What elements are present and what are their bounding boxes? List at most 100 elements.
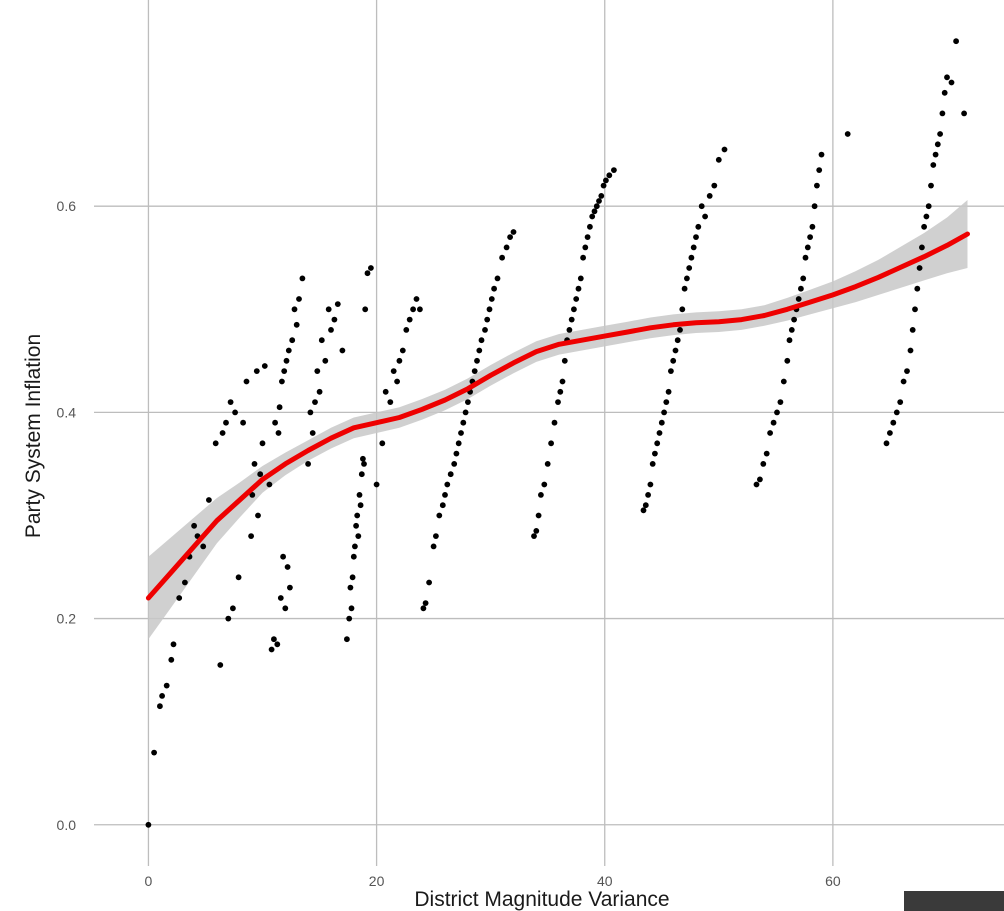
- data-point: [661, 409, 667, 416]
- data-point: [275, 430, 282, 436]
- data-point: [928, 182, 934, 189]
- data-point: [482, 327, 488, 333]
- data-point: [455, 440, 462, 447]
- confidence-band-layer: [148, 200, 968, 640]
- data-point: [206, 497, 212, 503]
- data-point: [656, 430, 663, 436]
- data-point: [478, 337, 485, 344]
- data-point: [893, 409, 900, 416]
- data-point: [279, 378, 285, 385]
- data-point: [307, 409, 314, 416]
- data-point: [349, 574, 356, 581]
- data-point: [379, 440, 386, 447]
- data-point: [548, 440, 554, 447]
- data-point: [353, 522, 359, 529]
- data-point: [240, 419, 247, 426]
- data-point: [930, 162, 937, 168]
- data-point: [698, 203, 705, 210]
- data-point: [499, 254, 505, 261]
- y-tick-label: 0.4: [57, 404, 77, 420]
- data-point: [642, 502, 649, 509]
- data-point: [780, 378, 787, 385]
- data-point: [684, 275, 690, 282]
- data-point: [368, 265, 374, 271]
- data-point: [777, 399, 784, 405]
- data-point: [715, 156, 722, 163]
- x-tick-label: 60: [825, 873, 841, 889]
- data-point: [293, 321, 300, 328]
- data-point: [531, 533, 537, 539]
- data-point: [248, 533, 255, 539]
- data-point: [575, 285, 582, 292]
- data-point: [909, 327, 916, 333]
- data-point: [462, 409, 469, 416]
- data-point: [681, 285, 688, 292]
- data-point: [453, 450, 460, 457]
- data-point: [916, 265, 923, 271]
- data-point: [291, 306, 298, 313]
- data-point: [460, 419, 467, 426]
- data-point: [904, 368, 910, 374]
- data-point: [314, 368, 321, 374]
- data-point: [934, 141, 941, 148]
- data-point: [182, 579, 188, 586]
- data-point: [914, 285, 921, 292]
- data-point: [923, 213, 930, 220]
- data-point: [281, 368, 288, 374]
- data-point: [603, 177, 609, 184]
- data-point: [912, 306, 918, 313]
- data-point: [458, 430, 464, 436]
- data-point: [339, 347, 346, 354]
- grid-lines: [94, 0, 1004, 866]
- data-point: [280, 553, 286, 560]
- data-point: [649, 461, 656, 467]
- data-point: [948, 79, 955, 86]
- data-point: [322, 357, 329, 364]
- data-point: [674, 337, 681, 344]
- data-point: [573, 296, 580, 302]
- data-point: [316, 388, 323, 395]
- data-point: [580, 254, 586, 261]
- data-point: [887, 430, 893, 436]
- data-point: [259, 440, 266, 447]
- data-point: [305, 461, 311, 467]
- data-point: [282, 605, 289, 612]
- x-tick-label: 0: [145, 873, 153, 889]
- data-point: [919, 244, 925, 251]
- data-point: [921, 223, 927, 230]
- data-point: [647, 481, 654, 488]
- data-point: [261, 363, 268, 369]
- data-point: [235, 574, 242, 581]
- x-axis-title: District Magnitude Variance: [414, 888, 669, 911]
- data-point: [348, 605, 355, 612]
- data-point: [442, 492, 448, 498]
- data-point: [217, 662, 224, 668]
- data-point: [953, 38, 959, 45]
- data-point: [645, 492, 651, 498]
- data-point: [212, 440, 219, 447]
- data-point: [358, 471, 365, 478]
- data-point: [535, 512, 542, 519]
- data-point: [883, 440, 890, 447]
- data-point: [589, 213, 596, 220]
- data-point: [568, 316, 575, 323]
- data-point: [800, 275, 807, 282]
- data-point: [544, 461, 551, 467]
- data-point: [577, 275, 584, 282]
- data-point: [255, 512, 261, 519]
- data-point: [471, 368, 478, 374]
- data-point: [811, 203, 818, 210]
- data-point: [271, 636, 277, 643]
- data-point: [413, 296, 420, 302]
- data-point: [784, 357, 791, 364]
- data-point: [939, 110, 946, 117]
- data-point: [325, 306, 332, 313]
- data-point: [640, 507, 647, 514]
- data-point: [225, 615, 232, 622]
- data-point: [494, 275, 501, 282]
- data-point: [897, 399, 904, 405]
- data-point: [243, 378, 250, 385]
- x-tick-label: 20: [369, 873, 385, 889]
- data-point: [757, 476, 763, 483]
- data-point: [364, 270, 371, 277]
